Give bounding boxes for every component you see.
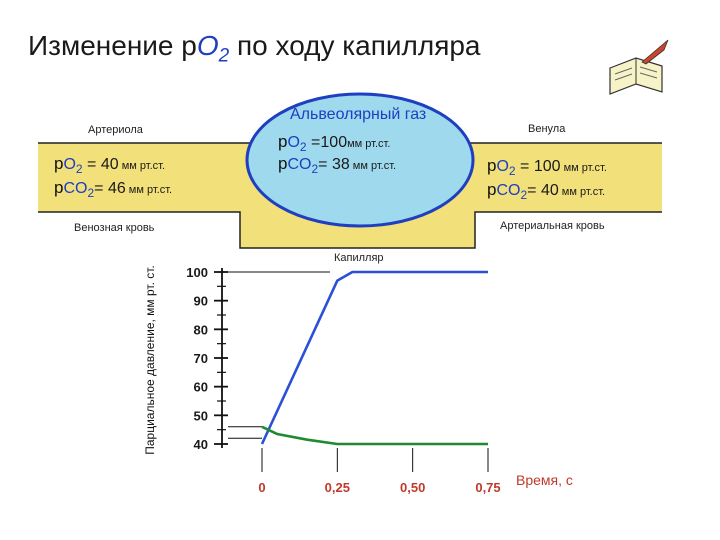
alveolar-gas-label: Альвеолярный газ bbox=[290, 106, 427, 123]
y-tick-label: 80 bbox=[194, 322, 208, 337]
x-tick-label: 0 bbox=[258, 480, 265, 495]
alveolar-pco2: pCO2= 38 мм рт.ст. bbox=[278, 154, 397, 177]
venule-label: Венула bbox=[528, 123, 566, 135]
x-tick-label: 0,25 bbox=[325, 480, 350, 495]
y-axis-label: Парциальное давление, мм рт. ст. bbox=[143, 265, 157, 455]
left-pco2: pCO2= 46 мм рт.ст. bbox=[54, 178, 173, 201]
y-tick-label: 60 bbox=[194, 380, 208, 395]
y-tick-label: 90 bbox=[194, 294, 208, 309]
arteriole-label: Артериола bbox=[88, 124, 143, 136]
page-title: Изменение рO2 по ходу капилляра bbox=[28, 30, 481, 67]
alveolus bbox=[245, 92, 475, 228]
o2-pressure-line bbox=[260, 270, 488, 445]
arterial-blood-label: Артериальная кровь bbox=[500, 220, 605, 232]
left-po2: pO2 = 40 мм рт.ст. bbox=[54, 154, 166, 177]
right-pco2: pCO2= 40 мм рт.ст. bbox=[487, 180, 606, 203]
venous-blood-label: Венозная кровь bbox=[74, 222, 155, 234]
x-tick-label: 0,50 bbox=[400, 480, 425, 495]
y-tick-label: 50 bbox=[194, 408, 208, 423]
y-tick-label: 40 bbox=[194, 437, 208, 452]
x-tick-label: 0,75 bbox=[475, 480, 500, 495]
y-tick-label: 70 bbox=[194, 351, 208, 366]
co2-pressure-line bbox=[261, 425, 488, 446]
alveolar-po2: pO2 =100мм рт.ст. bbox=[278, 132, 391, 155]
x-axis-label: Время, с bbox=[516, 472, 573, 488]
vessel-bottom-edge bbox=[38, 211, 662, 249]
right-po2: pO2 = 100 мм рт.ст. bbox=[487, 156, 607, 179]
y-tick-label: 100 bbox=[186, 265, 208, 280]
open-book-with-quill-icon bbox=[609, 39, 669, 95]
partial-pressure-chart: 40 50 60 70 80 90 100 0 0,25 0,50 0,75 bbox=[186, 265, 500, 495]
capillary-label: Капилляр bbox=[334, 252, 384, 264]
